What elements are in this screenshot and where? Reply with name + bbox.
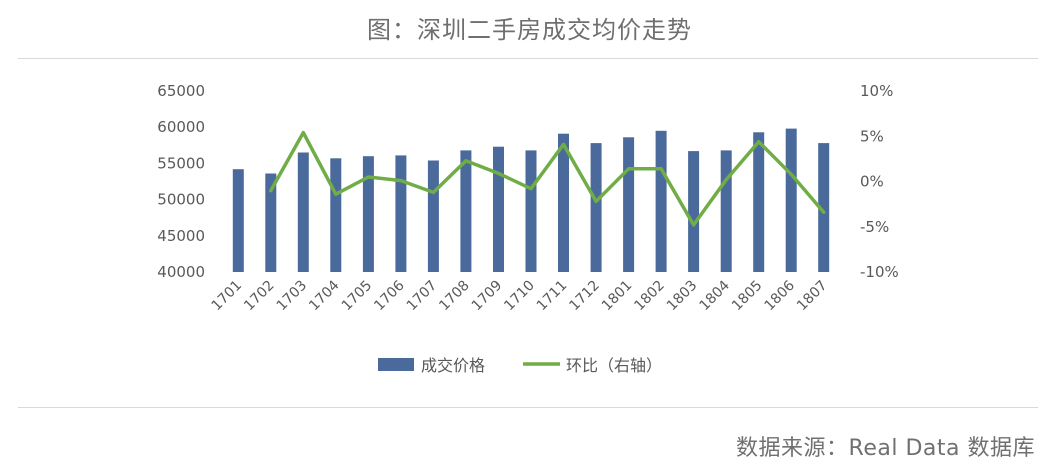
x-tick-label: 1802: [631, 278, 668, 315]
right-tick-label: 10%: [860, 82, 893, 100]
x-tick-label: 1805: [729, 278, 766, 315]
bar-1803: [688, 151, 700, 272]
bar-1706: [395, 155, 407, 272]
left-tick-label: 45000: [157, 227, 205, 245]
top-divider: [18, 58, 1038, 59]
left-axis: 40000 45000 50000 55000 60000 65000: [157, 82, 205, 281]
x-tick-label: 1711: [534, 278, 571, 315]
bottom-divider: [18, 407, 1038, 408]
bar-1804: [720, 150, 732, 272]
bar-1707: [427, 160, 439, 272]
right-tick-label: -5%: [860, 218, 889, 236]
left-tick-label: 65000: [157, 82, 205, 100]
bar-1712: [590, 143, 602, 272]
bar-1703: [297, 152, 309, 272]
bar-1701: [232, 169, 244, 272]
bar-1807: [818, 143, 830, 272]
x-tick-label: 1705: [339, 278, 376, 315]
legend-line-label: 环比（右轴）: [566, 356, 662, 375]
bar-1709: [493, 146, 504, 272]
x-tick-label: 1712: [566, 278, 603, 315]
x-tick-label: 1806: [762, 277, 799, 314]
x-tick-label: 1701: [209, 278, 246, 315]
right-tick-label: 0%: [860, 173, 884, 191]
line-series: [269, 130, 826, 227]
bar-1702: [265, 173, 277, 272]
legend: 成交价格 环比（右轴）: [378, 356, 662, 375]
bar-1801: [623, 137, 635, 272]
bars-series: [232, 128, 830, 272]
bar-1705: [362, 156, 374, 272]
x-tick-label: 1709: [469, 278, 506, 315]
x-tick-label: 1807: [794, 278, 831, 315]
x-tick-label: 1801: [599, 278, 636, 315]
x-tick-label: 1708: [436, 278, 473, 315]
right-axis: -10% -5% 0% 5% 10%: [860, 82, 899, 281]
left-tick-label: 55000: [157, 154, 205, 172]
bar-1805: [753, 132, 765, 272]
left-tick-label: 50000: [157, 191, 205, 209]
bar-1708: [460, 150, 472, 272]
legend-bar-label: 成交价格: [421, 356, 485, 375]
x-tick-label: 1710: [501, 278, 538, 315]
bar-1710: [525, 150, 537, 272]
x-tick-label: 1702: [241, 278, 278, 315]
left-tick-label: 40000: [157, 263, 205, 281]
bar-1806: [785, 128, 797, 272]
left-tick-label: 60000: [157, 118, 205, 136]
right-tick-label: -10%: [860, 263, 899, 281]
x-tick-label: 1704: [306, 277, 343, 314]
mom-line: [269, 130, 826, 227]
x-axis: 1701170217031704170517061707170817091710…: [209, 277, 831, 314]
bar-1711: [558, 133, 569, 272]
legend-bar-swatch: [378, 358, 414, 371]
x-tick-label: 1703: [274, 278, 311, 315]
chart-title: 图：深圳二手房成交均价走势: [367, 16, 692, 44]
x-tick-label: 1706: [371, 277, 408, 314]
x-tick-label: 1803: [664, 278, 701, 315]
bar-1802: [655, 130, 667, 272]
x-tick-label: 1804: [697, 277, 734, 314]
bar-1704: [330, 158, 342, 272]
x-tick-label: 1707: [404, 278, 441, 315]
right-tick-label: 5%: [860, 127, 884, 145]
source-note: 数据来源：Real Data 数据库: [736, 436, 1035, 461]
